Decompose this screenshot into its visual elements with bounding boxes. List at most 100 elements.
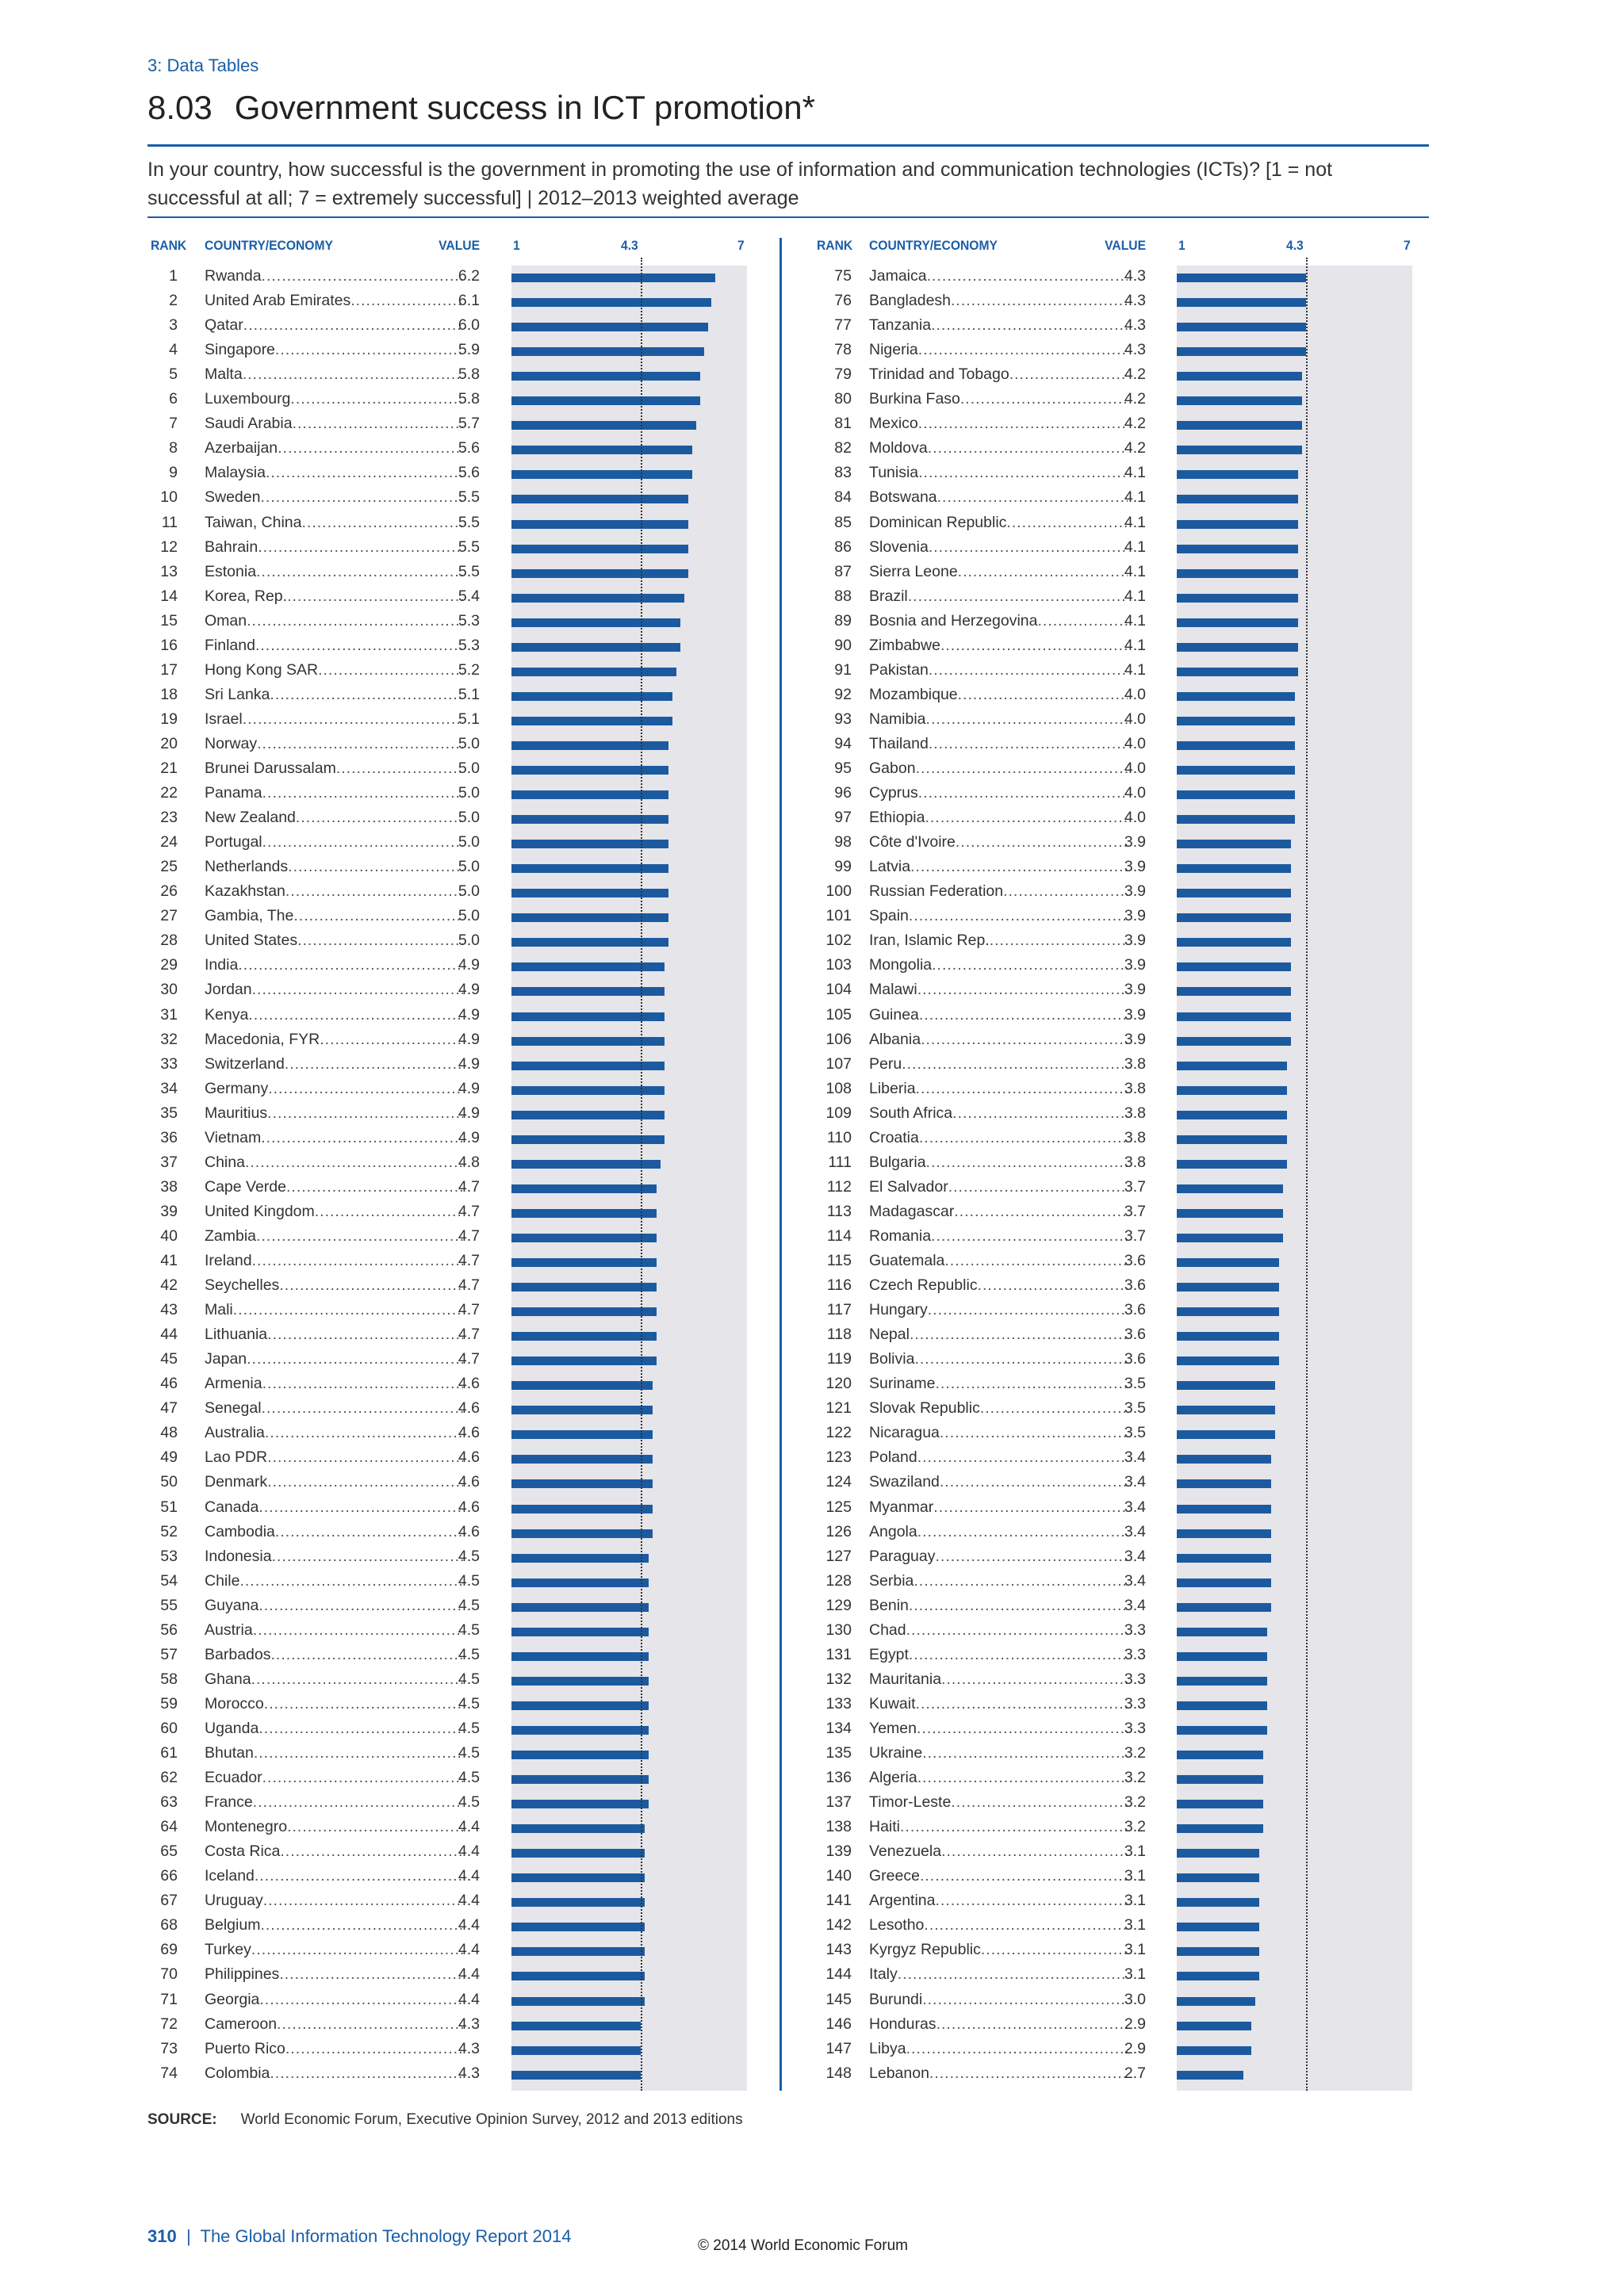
- leader-dots: ........................................…: [295, 809, 463, 827]
- table-row: 100 Russian Federation...................…: [0, 881, 1624, 905]
- leader-dots: ........................................…: [279, 1965, 463, 1984]
- country-cell: Estonia.................................…: [205, 563, 463, 581]
- rank-cell: 25: [160, 858, 178, 876]
- country-name: Bolivia: [869, 1350, 915, 1368]
- leader-dots: ........................................…: [248, 1005, 463, 1024]
- table-row: 114 Romania..............................…: [0, 1226, 1624, 1250]
- value-cell: 5.0: [458, 809, 480, 827]
- country-name: Guinea: [869, 1005, 919, 1024]
- bar: [1177, 1135, 1287, 1144]
- rank-cell: 114: [826, 1226, 852, 1245]
- table-row: 145 Burundi..............................…: [0, 1989, 1624, 2014]
- value-cell: 4.9: [458, 1104, 480, 1122]
- leader-dots: ........................................…: [270, 685, 463, 703]
- country-cell: Namibia.................................…: [869, 710, 1128, 729]
- leader-dots: ........................................…: [989, 932, 1128, 950]
- value-cell: 3.8: [1124, 1079, 1146, 1097]
- table-row: 18 Sri Lanka.............................…: [0, 684, 1624, 709]
- leader-dots: ........................................…: [314, 1202, 463, 1220]
- rank-cell: 59: [160, 1694, 178, 1712]
- value-cell: 4.5: [458, 1571, 480, 1590]
- bar: [1177, 1406, 1275, 1415]
- rank-cell: 105: [825, 1005, 852, 1024]
- bar: [511, 1849, 645, 1858]
- rank-cell: 138: [825, 1818, 852, 1836]
- country-cell: Latvia..................................…: [869, 858, 1128, 876]
- rank-cell: 29: [160, 956, 178, 974]
- table-row: 107 Peru.................................…: [0, 1054, 1624, 1078]
- bar: [1177, 2021, 1252, 2030]
- bar: [511, 1159, 661, 1169]
- leader-dots: ........................................…: [897, 1965, 1128, 1984]
- bar: [1177, 470, 1299, 480]
- leader-dots: ........................................…: [292, 415, 463, 433]
- value-cell: 5.4: [458, 587, 480, 605]
- country-name: Egypt: [869, 1645, 909, 1663]
- rank-cell: 57: [160, 1645, 178, 1663]
- country-cell: Brazil..................................…: [869, 587, 1128, 606]
- country-name: Slovenia: [869, 538, 929, 556]
- rank-cell: 5: [169, 365, 178, 384]
- table-row: 78 Nigeria...............................…: [0, 339, 1624, 364]
- bar: [511, 1923, 645, 1932]
- country-cell: Venezuela...............................…: [869, 1843, 1128, 1861]
- value-cell: 5.6: [458, 439, 480, 457]
- rank-cell: 81: [834, 415, 852, 433]
- header-country-right: COUNTRY/ECONOMY: [869, 238, 998, 253]
- country-cell: Brunei Darussalam.......................…: [205, 760, 463, 778]
- country-cell: Yemen...................................…: [869, 1720, 1128, 1738]
- value-cell: 3.6: [1124, 1276, 1146, 1295]
- leader-dots: ........................................…: [1003, 882, 1128, 901]
- bar: [511, 274, 716, 282]
- rank-cell: 46: [160, 1375, 178, 1393]
- country-name: Zambia: [205, 1226, 257, 1245]
- bar: [1177, 1972, 1259, 1981]
- bar: [511, 864, 668, 874]
- page-title: 8.03 Government success in ICT promotion*: [147, 89, 815, 127]
- rank-cell: 101: [825, 907, 852, 925]
- table-row: 133 Kuwait...............................…: [0, 1693, 1624, 1718]
- country-name: Georgia: [205, 1990, 260, 2008]
- leader-dots: ........................................…: [238, 956, 463, 974]
- bar: [1177, 421, 1303, 430]
- leader-dots: ........................................…: [251, 1252, 463, 1269]
- country-name: Netherlands: [205, 858, 289, 876]
- leader-dots: ........................................…: [320, 1030, 463, 1048]
- country-cell: Puerto Rico.............................…: [205, 2040, 463, 2058]
- country-name: Denmark: [205, 1473, 268, 1491]
- table-row: 109 South Africa.........................…: [0, 1103, 1624, 1127]
- rank-cell: 99: [834, 858, 852, 876]
- bar: [1177, 396, 1303, 406]
- value-cell: 5.7: [458, 415, 480, 433]
- table-title: Government success in ICT promotion*: [234, 89, 815, 126]
- rank-cell: 129: [825, 1596, 852, 1614]
- country-name: New Zealand: [205, 809, 296, 827]
- country-name: Costa Rica: [205, 1843, 281, 1861]
- country-cell: Switzerland.............................…: [205, 1055, 463, 1073]
- value-cell: 4.5: [458, 1744, 480, 1762]
- country-cell: Madagascar..............................…: [869, 1203, 1128, 1221]
- rank-cell: 120: [825, 1375, 852, 1393]
- copyright: © 2014 World Economic Forum: [698, 2237, 908, 2254]
- value-cell: 3.4: [1124, 1448, 1146, 1467]
- leader-dots: ........................................…: [906, 2039, 1128, 2057]
- value-cell: 3.4: [1124, 1522, 1146, 1540]
- rank-cell: 84: [834, 488, 852, 507]
- value-cell: 4.7: [458, 1326, 480, 1344]
- country-name: Hong Kong SAR: [205, 660, 319, 679]
- table-row: 7 Saudi Arabia...........................…: [0, 413, 1624, 438]
- table-row: 52 Cambodia..............................…: [0, 1521, 1624, 1546]
- bar: [1177, 1849, 1259, 1858]
- table-row: 141 Argentina............................…: [0, 1890, 1624, 1915]
- value-cell: 4.3: [458, 2015, 480, 2033]
- value-cell: 5.9: [458, 341, 480, 359]
- table-row: 97 Ethiopia..............................…: [0, 807, 1624, 832]
- country-name: Philippines: [205, 1965, 280, 1984]
- leader-dots: ........................................…: [917, 1522, 1128, 1540]
- country-name: Vietnam: [205, 1128, 262, 1146]
- table-row: 120 Suriname.............................…: [0, 1373, 1624, 1398]
- bar: [1177, 1208, 1283, 1218]
- rank-cell: 117: [826, 1301, 852, 1319]
- bar: [511, 1578, 649, 1587]
- value-cell: 3.3: [1124, 1621, 1146, 1639]
